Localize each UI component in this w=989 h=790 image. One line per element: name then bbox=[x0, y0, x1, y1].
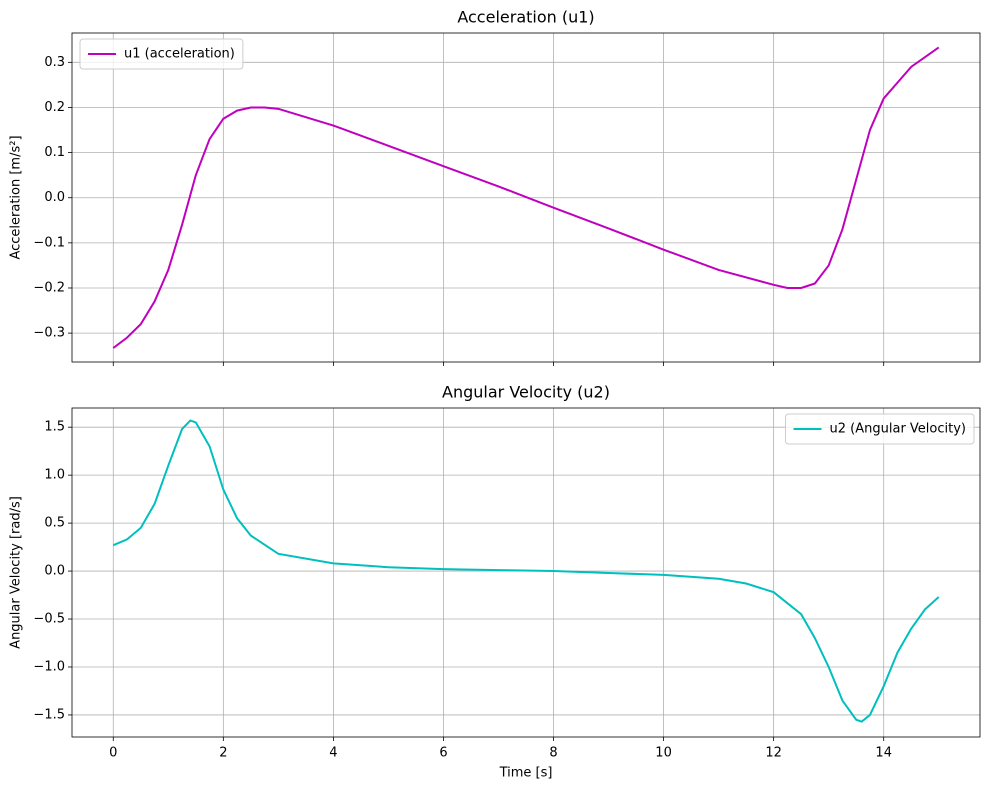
y-tick-label: 0.0 bbox=[44, 564, 65, 579]
y-tick-label: −0.3 bbox=[33, 326, 65, 341]
x-tick-label: 8 bbox=[549, 746, 557, 761]
y-tick-label: 0.1 bbox=[44, 145, 65, 160]
legend: u1 (acceleration) bbox=[79, 38, 244, 70]
y-tick-label: 1.5 bbox=[44, 420, 65, 435]
y-axis-label: Acceleration [m/s²] bbox=[9, 135, 24, 259]
axes-frame bbox=[71, 407, 981, 738]
y-tick-label: −0.2 bbox=[33, 280, 65, 295]
x-tick-label: 4 bbox=[329, 746, 337, 761]
legend-label: u1 (acceleration) bbox=[124, 47, 235, 62]
y-tick-label: −1.5 bbox=[33, 707, 65, 722]
x-tick-label: 6 bbox=[439, 746, 447, 761]
y-tick-label: 1.0 bbox=[44, 468, 65, 483]
x-tick-label: 14 bbox=[875, 746, 892, 761]
x-tick-label: 0 bbox=[109, 746, 117, 761]
y-tick-label: 0.2 bbox=[44, 100, 65, 115]
y-tick-label: 0.0 bbox=[44, 190, 65, 205]
legend: u2 (Angular Velocity) bbox=[785, 413, 975, 445]
x-tick-label: 12 bbox=[765, 746, 782, 761]
y-tick-label: 0.3 bbox=[44, 55, 65, 70]
y-tick-label: −0.1 bbox=[33, 235, 65, 250]
y-tick-label: 0.5 bbox=[44, 516, 65, 531]
y-tick-label: −1.0 bbox=[33, 659, 65, 674]
chart-title: Acceleration (u1) bbox=[457, 8, 594, 27]
legend-frame bbox=[785, 413, 975, 445]
chart-title: Angular Velocity (u2) bbox=[442, 383, 610, 402]
axes-frame bbox=[71, 32, 981, 363]
y-tick-label: −0.5 bbox=[33, 612, 65, 627]
x-tick-label: 2 bbox=[219, 746, 227, 761]
x-tick-label: 10 bbox=[655, 746, 672, 761]
data-line bbox=[112, 46, 940, 349]
legend-frame bbox=[79, 38, 244, 70]
data-line bbox=[112, 419, 940, 723]
y-axis-label: Angular Velocity [rad/s] bbox=[9, 496, 24, 649]
legend-label: u2 (Angular Velocity) bbox=[830, 422, 966, 437]
x-axis-label: Time [s] bbox=[499, 766, 553, 781]
